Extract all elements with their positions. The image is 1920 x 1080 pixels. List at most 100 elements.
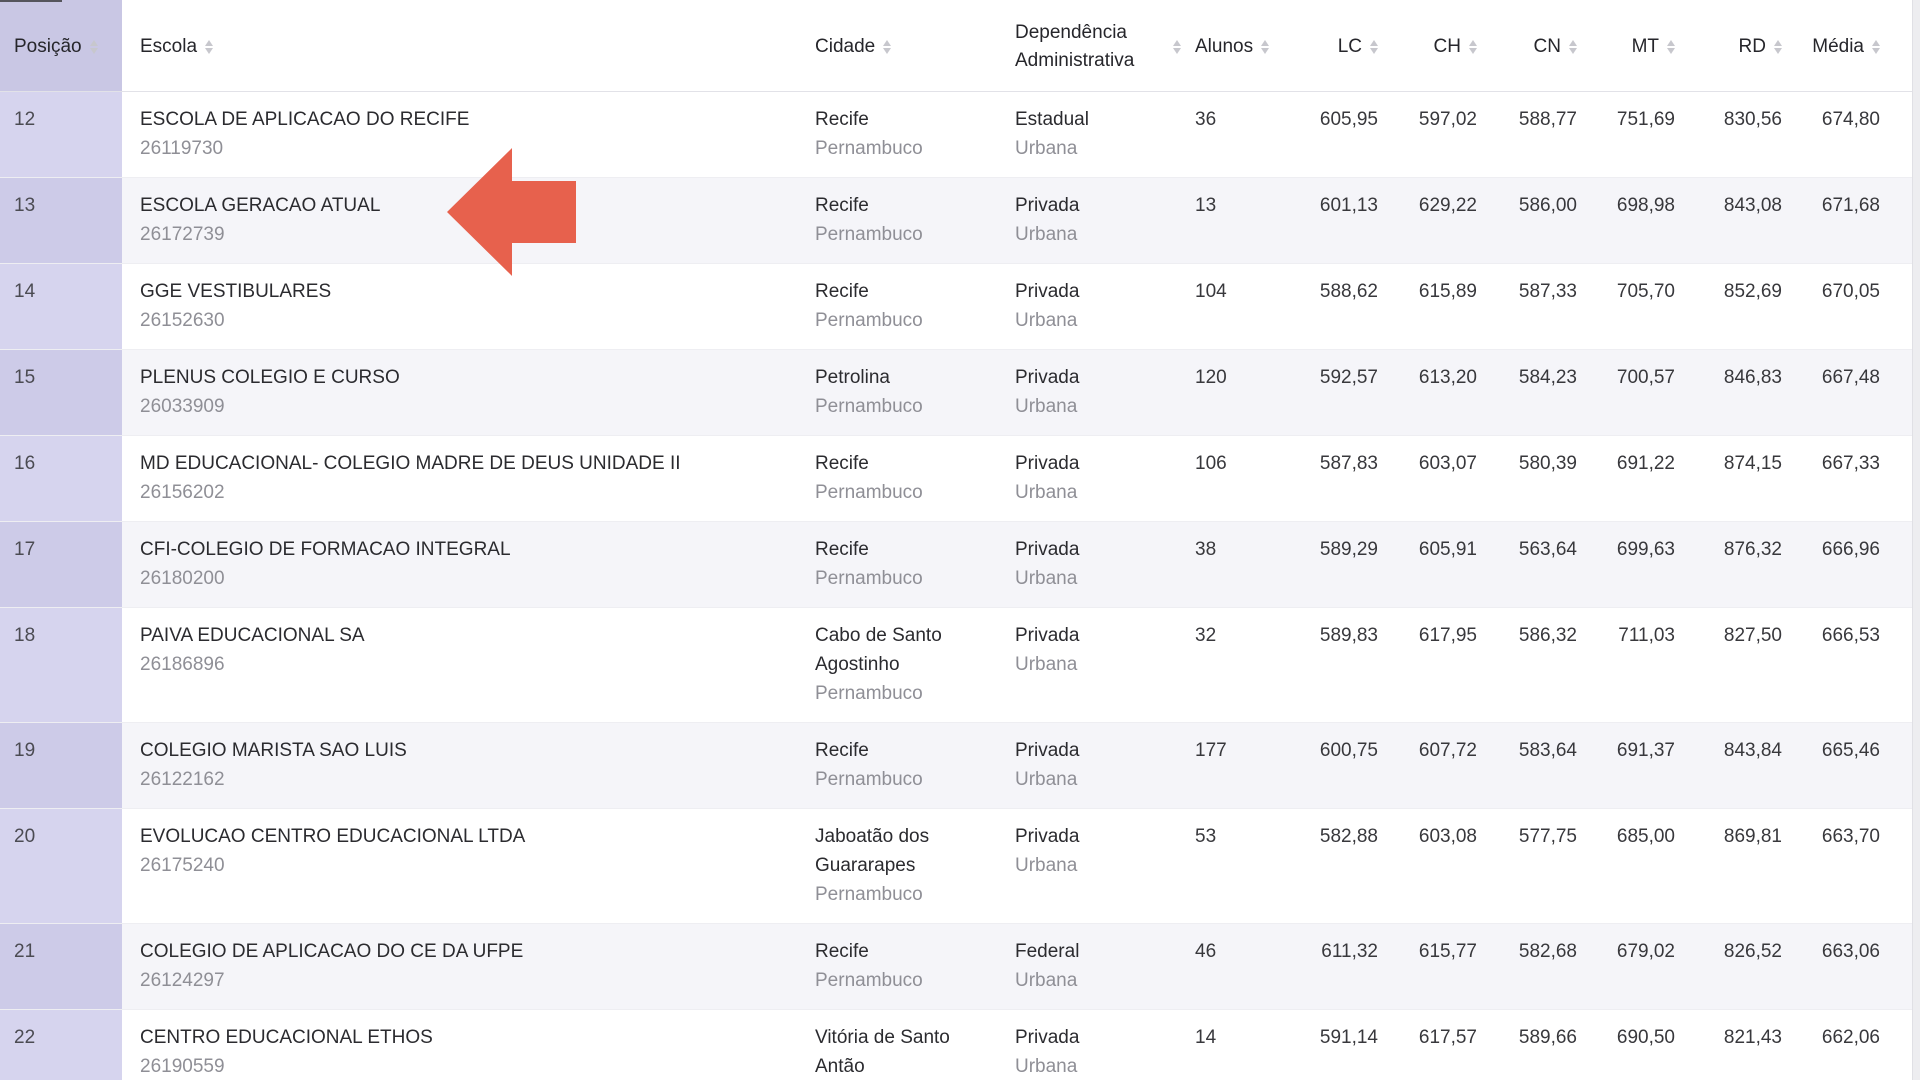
city-cell: Recife Pernambuco [815, 436, 1015, 521]
mt-score: 691,22 [1616, 453, 1675, 474]
students-count: 104 [1195, 281, 1227, 302]
cn-score: 587,33 [1518, 281, 1577, 302]
dependency-cell: Federal Urbana [1015, 924, 1195, 1009]
position-value: 19 [14, 740, 36, 761]
sort-icon[interactable] [1569, 39, 1577, 54]
admin-dependency: Estadual [1015, 109, 1089, 130]
rd-score: 846,83 [1723, 367, 1782, 388]
position-cell: 22 [0, 1010, 122, 1080]
media-score: 663,06 [1821, 941, 1880, 962]
school-code: 26180200 [140, 568, 225, 589]
rd-score: 852,69 [1723, 281, 1782, 302]
sort-icon[interactable] [205, 39, 214, 54]
column-header-mt[interactable]: MT [1577, 0, 1675, 91]
sort-down-icon [1667, 47, 1675, 54]
lc-score: 587,83 [1319, 453, 1378, 474]
column-header-media[interactable]: Média [1782, 0, 1880, 91]
ch-score: 607,72 [1418, 740, 1477, 761]
cn-score: 586,00 [1518, 195, 1577, 216]
dependency-cell: Privada Urbana [1015, 1010, 1195, 1080]
scrollbar-track[interactable] [1912, 0, 1920, 1080]
sort-icon[interactable] [1261, 39, 1270, 54]
column-header-lc[interactable]: LC [1263, 0, 1378, 91]
sort-icon[interactable] [883, 39, 892, 54]
column-header-alunos[interactable]: Alunos [1195, 0, 1270, 91]
admin-dependency: Privada [1015, 539, 1080, 560]
dependency-cell: Privada Urbana [1015, 436, 1195, 521]
city-name: Jaboatão dos Guararapes [815, 826, 930, 876]
school-name: COLEGIO DE APLICACAO DO CE DA UFPE [140, 941, 524, 962]
dependency-cell: Privada Urbana [1015, 608, 1195, 722]
zone-type: Urbana [1015, 970, 1078, 991]
ch-score: 603,08 [1418, 826, 1477, 847]
sort-icon[interactable] [1774, 39, 1782, 54]
column-header-dependencia[interactable]: Dependência Administrativa [1015, 0, 1195, 91]
admin-dependency: Privada [1015, 195, 1080, 216]
city-cell: Recife Pernambuco [815, 264, 1015, 349]
city-cell: Vitória de Santo Antão [815, 1010, 1015, 1080]
table-row: 21 COLEGIO DE APLICACAO DO CE DA UFPE 26… [0, 923, 1920, 1009]
mt-score: 691,37 [1616, 740, 1675, 761]
city-name: Recife [815, 281, 869, 302]
zone-type: Urbana [1015, 310, 1078, 331]
lc-score: 611,32 [1321, 941, 1378, 962]
sort-up-icon [1469, 39, 1477, 46]
students-count: 36 [1195, 109, 1217, 130]
position-cell: 12 [0, 92, 122, 177]
school-cell: ESCOLA GERACAO ATUAL 26172739 [122, 178, 815, 263]
position-cell: 18 [0, 608, 122, 722]
sort-up-icon [1569, 39, 1577, 46]
column-header-cidade[interactable]: Cidade [815, 0, 1015, 91]
sort-icon[interactable] [1370, 39, 1378, 54]
lc-score: 605,95 [1319, 109, 1378, 130]
cn-score: 586,32 [1518, 625, 1577, 646]
zone-type: Urbana [1015, 1056, 1078, 1077]
position-cell: 16 [0, 436, 122, 521]
city-name: Recife [815, 195, 869, 216]
column-header-escola[interactable]: Escola [122, 0, 815, 91]
school-cell: COLEGIO DE APLICACAO DO CE DA UFPE 26124… [122, 924, 815, 1009]
dependency-cell: Privada Urbana [1015, 809, 1195, 923]
media-score: 670,05 [1821, 281, 1880, 302]
lc-score: 601,13 [1319, 195, 1378, 216]
sort-icon[interactable] [1667, 39, 1675, 54]
column-header-label: LC [1337, 35, 1362, 57]
students-count: 14 [1195, 1027, 1217, 1048]
school-code: 26033909 [140, 396, 225, 417]
rd-score: 843,84 [1723, 740, 1782, 761]
zone-type: Urbana [1015, 138, 1078, 159]
dependency-cell: Estadual Urbana [1015, 92, 1195, 177]
city-name: Petrolina [815, 367, 890, 388]
dependency-cell: Privada Urbana [1015, 723, 1195, 808]
column-header-posicao[interactable]: Posição [0, 0, 122, 91]
column-header-rd[interactable]: RD [1675, 0, 1782, 91]
school-name: CENTRO EDUCACIONAL ETHOS [140, 1027, 433, 1048]
zone-type: Urbana [1015, 396, 1078, 417]
city-name: Cabo de Santo Agostinho [815, 625, 942, 675]
cn-score: 589,66 [1518, 1027, 1577, 1048]
lc-score: 589,83 [1319, 625, 1378, 646]
mt-score: 711,03 [1618, 625, 1675, 646]
position-value: 13 [14, 195, 36, 216]
state-name: Pernambuco [815, 310, 923, 331]
city-cell: Recife Pernambuco [815, 924, 1015, 1009]
rd-score: 827,50 [1723, 625, 1782, 646]
sort-down-icon [1469, 47, 1477, 54]
sort-icon[interactable] [1872, 39, 1880, 54]
media-score: 666,96 [1821, 539, 1880, 560]
school-cell: GGE VESTIBULARES 26152630 [122, 264, 815, 349]
students-count: 106 [1195, 453, 1227, 474]
column-header-ch[interactable]: CH [1378, 0, 1477, 91]
school-name: PLENUS COLEGIO E CURSO [140, 367, 400, 388]
sort-icon[interactable] [1173, 39, 1181, 54]
cn-score: 577,75 [1518, 826, 1577, 847]
sort-icon[interactable] [89, 39, 98, 54]
sort-icon[interactable] [1469, 39, 1477, 54]
media-score: 671,68 [1821, 195, 1880, 216]
column-header-cn[interactable]: CN [1477, 0, 1577, 91]
cn-score: 582,68 [1518, 941, 1577, 962]
column-header-label: Dependência Administrativa [1015, 21, 1135, 71]
mt-score: 679,02 [1616, 941, 1675, 962]
table-row: 20 EVOLUCAO CENTRO EDUCACIONAL LTDA 2617… [0, 808, 1920, 923]
position-cell: 20 [0, 809, 122, 923]
